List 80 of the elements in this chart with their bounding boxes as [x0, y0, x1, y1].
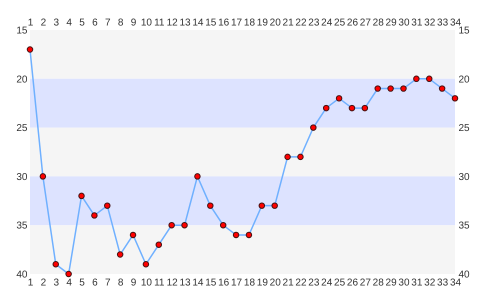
x-tick-label: 16 [218, 278, 230, 288]
y2-tick-label: 15 [458, 26, 470, 36]
x2-tick-label: 3 [53, 18, 60, 28]
y-tick-label: 35 [16, 220, 28, 232]
x2-tick-label: 25 [334, 18, 346, 28]
x2-tick-label: 4 [66, 18, 72, 28]
x-tick-label: 1 [28, 278, 34, 288]
x2-tick-label: 9 [130, 18, 137, 28]
x-tick-label: 30 [398, 278, 410, 288]
x-tick-label: 32 [424, 278, 436, 288]
x2-tick-label: 6 [92, 18, 98, 28]
x-tick-label: 3 [53, 278, 60, 288]
y2-tick-label: 20 [458, 74, 470, 86]
x2-tick-label: 20 [270, 18, 282, 28]
x2-tick-label: 29 [386, 18, 398, 28]
x-tick-label: 7 [104, 278, 111, 288]
y-tick-label: 30 [16, 172, 28, 183]
y-tick-label: 20 [16, 74, 28, 86]
x-tick-label: 14 [192, 278, 204, 288]
y2-tick-label: 25 [458, 123, 470, 134]
y-tick-label: 40 [16, 270, 28, 280]
x-tick-label: 25 [334, 278, 346, 288]
y2-tick-label: 35 [458, 220, 470, 232]
x2-tick-label: 31 [411, 18, 423, 28]
x-tick-label: 12 [166, 278, 178, 288]
x2-tick-label: 21 [282, 18, 294, 28]
x-tick-label: 26 [346, 278, 358, 288]
x2-tick-label: 23 [308, 18, 320, 28]
x-tick-label: 27 [360, 278, 372, 288]
x2-tick-label: 10 [140, 18, 152, 28]
x2-tick-label: 5 [79, 18, 86, 28]
x-tick-label: 24 [321, 278, 333, 288]
x-tick-label: 8 [118, 278, 124, 288]
x-tick-label: 4 [66, 278, 72, 288]
y-tick-label: 15 [16, 26, 28, 36]
x-tick-label: 13 [179, 278, 192, 288]
x2-tick-label: 26 [346, 18, 358, 28]
x-tick-label: 2 [40, 278, 47, 288]
x2-tick-label: 14 [192, 18, 204, 28]
x2-tick-label: 13 [179, 18, 192, 28]
x2-tick-label: 8 [118, 18, 124, 28]
x2-tick-label: 24 [321, 18, 333, 28]
x2-tick-label: 11 [154, 18, 165, 28]
x2-tick-label: 34 [450, 18, 462, 28]
x-tick-label: 18 [244, 278, 256, 288]
x-tick-label: 6 [92, 278, 98, 288]
y-tick-label: 25 [16, 123, 28, 134]
x2-tick-label: 1 [28, 18, 34, 28]
x-tick-label: 17 [231, 278, 243, 288]
x-tick-label: 19 [256, 278, 268, 288]
x2-tick-label: 2 [40, 18, 47, 28]
y2-tick-label: 30 [458, 172, 470, 183]
x2-tick-label: 18 [244, 18, 256, 28]
x2-tick-label: 32 [424, 18, 436, 28]
x2-tick-label: 12 [166, 18, 178, 28]
y2-tick-label: 40 [458, 270, 470, 280]
x-tick-label: 34 [450, 278, 462, 288]
x-tick-label: 21 [282, 278, 294, 288]
x-tick-label: 22 [295, 278, 307, 288]
x-tick-label: 10 [140, 278, 152, 288]
x-tick-label: 20 [270, 278, 282, 288]
x-tick-label: 31 [411, 278, 423, 288]
x2-tick-label: 19 [256, 18, 268, 28]
x-tick-label: 15 [205, 278, 217, 288]
x2-tick-label: 15 [205, 18, 217, 28]
x-tick-label: 29 [386, 278, 398, 288]
x-tick-label: 33 [437, 278, 449, 288]
x2-tick-label: 22 [295, 18, 307, 28]
x-tick-label: 23 [308, 278, 320, 288]
x2-tick-label: 17 [231, 18, 243, 28]
x2-tick-label: 28 [372, 18, 384, 28]
x2-tick-label: 27 [360, 18, 372, 28]
x-tick-label: 5 [79, 278, 86, 288]
x-tick-label: 9 [130, 278, 137, 288]
x2-tick-label: 33 [437, 18, 449, 28]
x2-tick-label: 30 [398, 18, 410, 28]
x2-tick-label: 16 [218, 18, 230, 28]
x-tick-label: 11 [154, 278, 165, 288]
x-tick-label: 28 [372, 278, 384, 288]
x2-tick-label: 7 [104, 18, 111, 28]
